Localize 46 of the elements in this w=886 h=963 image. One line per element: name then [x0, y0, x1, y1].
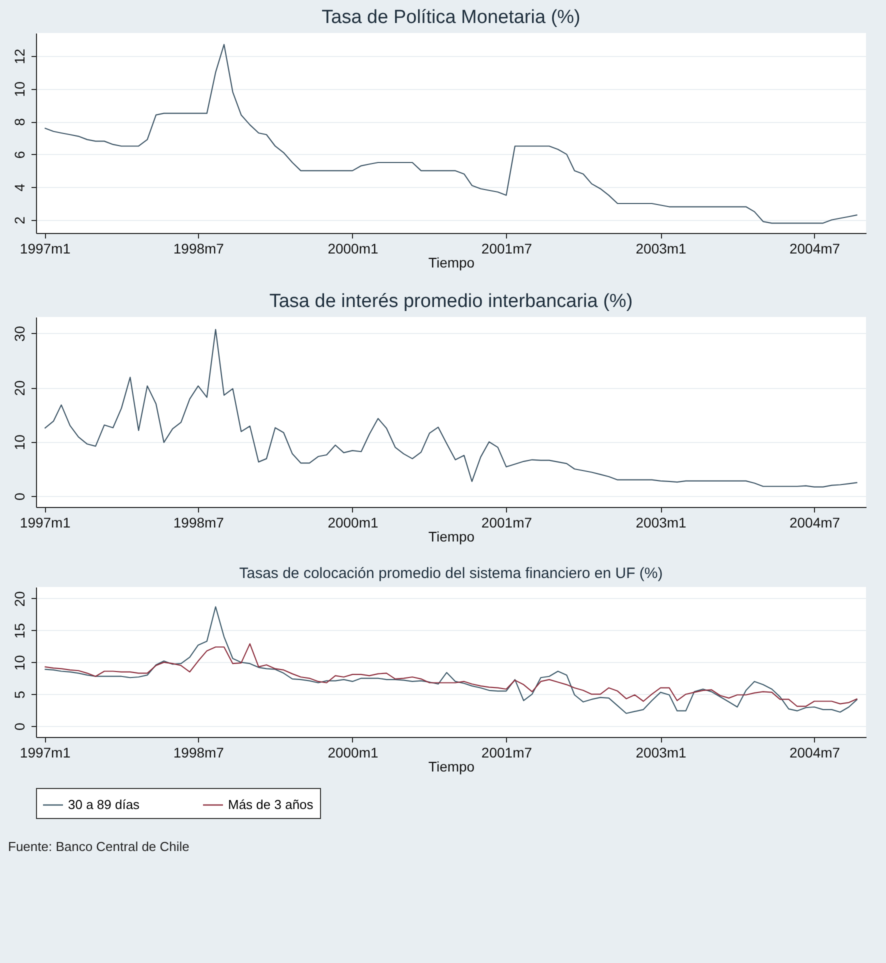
x-tick-label: 2003m1	[636, 744, 687, 760]
x-axis-title: Tiempo	[428, 254, 475, 270]
x-axis-title: Tiempo	[428, 758, 475, 774]
x-tick-label: 2000m1	[328, 514, 378, 530]
y-tick-label: 2	[12, 216, 28, 224]
y-tick-label: 8	[12, 118, 28, 126]
x-tick-label: 2001m7	[481, 240, 532, 256]
x-tick-label: 2004m7	[789, 514, 840, 530]
y-tick-label: 10	[12, 654, 28, 671]
chart-title: Tasa de interés promedio interbancaria (%)	[269, 291, 633, 312]
x-tick-label: 2001m7	[481, 514, 532, 530]
x-tick-label: 1998m7	[173, 744, 224, 760]
line-series	[44, 606, 858, 714]
line-series	[44, 328, 858, 488]
y-tick-label: 5	[12, 690, 28, 699]
chart-title: Tasa de Política Monetaria (%)	[322, 7, 580, 28]
line-series	[44, 44, 858, 224]
y-tick-label: 15	[12, 622, 28, 639]
legend-label: Más de 3 años	[228, 797, 314, 812]
x-tick-label: 2000m1	[328, 240, 378, 256]
x-tick-label: 1997m1	[20, 514, 71, 530]
x-tick-label: 1998m7	[173, 240, 224, 256]
y-tick-label: 0	[12, 722, 28, 731]
x-axis-title: Tiempo	[428, 528, 475, 544]
x-tick-label: 2003m1	[636, 240, 687, 256]
y-tick-label: 0	[12, 492, 28, 501]
y-tick-label: 20	[12, 380, 28, 396]
source-note: Fuente: Banco Central de Chile	[8, 839, 190, 854]
y-tick-label: 30	[12, 326, 28, 342]
y-tick-label: 10	[12, 81, 28, 98]
chart-title: Tasas de colocación promedio del sistema financiero en UF (%)	[239, 565, 663, 582]
x-tick-label: 2003m1	[636, 514, 687, 530]
legend-label: 30 a 89 días	[68, 797, 140, 812]
x-tick-label: 2000m1	[328, 744, 378, 760]
y-tick-label: 4	[12, 183, 28, 192]
y-tick-label: 10	[12, 434, 28, 450]
line-series	[44, 643, 858, 707]
x-tick-label: 2001m7	[481, 744, 532, 760]
x-tick-label: 1997m1	[20, 744, 71, 760]
y-tick-label: 6	[12, 150, 28, 159]
x-tick-label: 2004m7	[789, 240, 840, 256]
x-tick-label: 1998m7	[173, 514, 224, 530]
y-tick-label: 20	[12, 590, 28, 607]
y-tick-label: 12	[12, 48, 28, 64]
x-tick-label: 1997m1	[20, 240, 71, 256]
x-tick-label: 2004m7	[789, 744, 840, 760]
